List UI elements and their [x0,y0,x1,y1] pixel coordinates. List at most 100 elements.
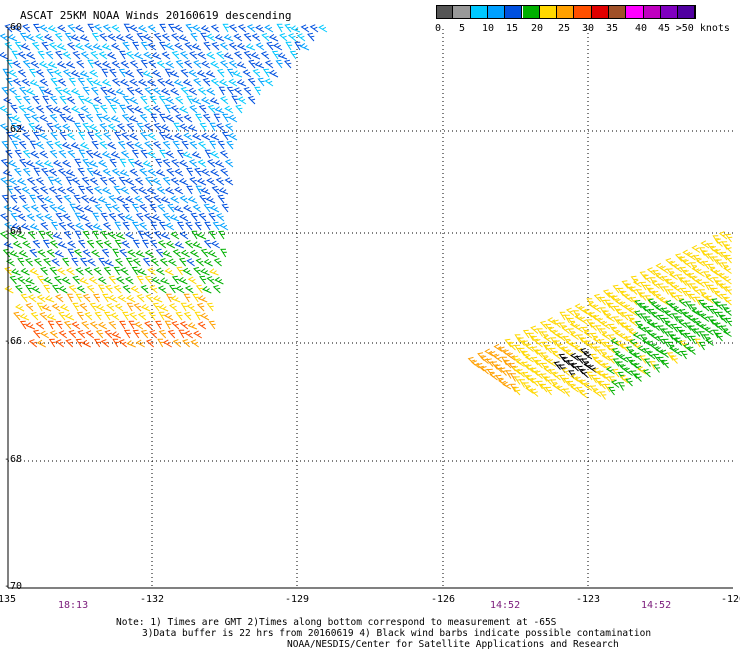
wind-barb [20,43,31,51]
wind-barb [200,25,211,33]
wind-barb [102,168,112,177]
wind-barb [714,248,723,258]
wind-barb [202,286,212,294]
wind-barb [3,241,14,249]
wind-barb [111,204,121,213]
wind-barb [102,293,110,303]
wind-barb [82,86,90,96]
wind-barb [73,249,83,258]
wind-barb [29,79,40,87]
wind-barb [71,177,81,186]
notes-block: Note: 1) Times are GMT 2)Times along bot… [116,617,651,650]
wind-barb [92,79,103,87]
wind-barb [174,241,184,249]
wind-barb [143,51,153,60]
wind-barb [103,266,111,276]
wind-barb [18,249,28,258]
wind-barb [659,265,669,274]
wind-barb [218,187,229,195]
wind-barb [188,69,198,78]
wind-barb [110,151,121,159]
wind-barb [617,382,625,391]
wind-barb [30,311,39,321]
wind-barb [197,87,207,96]
colorbar-segment [643,5,661,19]
wind-barb [111,331,121,339]
wind-barb [82,249,91,258]
wind-barb [724,286,732,295]
wind-barb [178,329,186,339]
wind-barb [172,249,182,258]
wind-barb [36,302,44,312]
wind-barb [102,24,112,33]
wind-barb [43,33,54,42]
wind-barb [42,239,50,249]
wind-barb [138,222,148,231]
wind-barb [642,274,651,283]
wind-barb [12,78,22,87]
wind-barb [2,248,11,258]
wind-barb [85,113,94,123]
wind-barb [128,115,139,123]
wind-barb [719,283,728,292]
wind-barb [638,302,647,312]
wind-barb [36,194,45,204]
wind-barb [106,141,117,150]
wind-barb [173,205,184,213]
wind-barb [598,338,606,348]
wind-barb [0,123,9,132]
wind-barb [168,284,177,294]
wind-barb [112,248,119,258]
wind-barb [510,373,517,382]
wind-barb [165,240,176,249]
wind-barb [149,285,158,294]
wind-barb [668,271,678,280]
wind-barb [136,32,144,42]
wind-barb [28,68,36,78]
wind-barb [264,78,274,87]
wind-barb [536,380,544,390]
wind-barb [113,284,122,294]
wind-barb [632,332,642,340]
wind-barb [93,24,103,33]
wind-barb [157,240,167,249]
wind-barb [88,276,98,285]
wind-barb [54,32,63,42]
wind-barb [92,43,103,51]
wind-barb [720,251,728,261]
wind-barb [175,311,183,321]
wind-barb [46,122,54,132]
wind-barb [66,132,76,141]
note-line-3: NOAA/NESDIS/Center for Satellite Applica… [287,639,619,650]
wind-barb [106,87,117,96]
wind-barb [151,214,162,222]
wind-barb [659,297,669,306]
wind-barb [687,315,696,324]
wind-barb [211,185,220,195]
wind-barb [166,168,175,177]
wind-barb [189,51,198,60]
wind-barb [170,231,180,240]
wind-barb [575,376,584,385]
wind-barb [637,345,647,354]
wind-barb [211,41,220,51]
wind-barb [476,362,485,372]
wind-barb [58,285,68,294]
wind-barb [21,78,31,87]
wind-barb [20,267,30,276]
wind-barb [89,321,99,330]
wind-barb [147,132,157,141]
wind-barb [93,60,103,69]
wind-barb [254,86,262,96]
wind-barb [709,267,719,276]
wind-barb [82,293,91,303]
wind-barb [81,339,91,348]
wind-barb [612,316,620,325]
wind-barb [152,87,162,96]
wind-barb [136,122,144,132]
wind-barb [588,364,597,373]
wind-barb [109,158,117,168]
wind-barb [206,33,216,42]
wind-barb [105,284,113,294]
wind-barb [79,257,88,267]
